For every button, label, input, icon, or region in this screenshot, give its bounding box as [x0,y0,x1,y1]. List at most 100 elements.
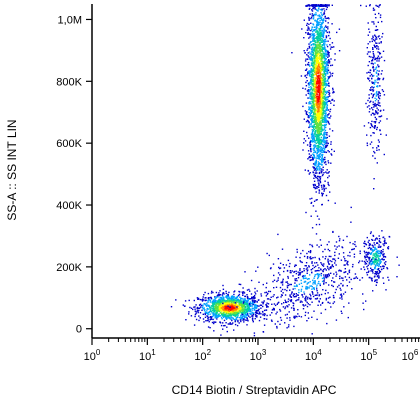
data-point [313,48,315,50]
data-point [264,291,266,294]
data-point [370,141,373,143]
data-point [328,255,330,258]
data-point [223,311,225,314]
data-point [175,299,177,301]
data-point [375,257,377,259]
data-point [378,115,380,118]
data-point [302,277,305,280]
data-point [382,248,384,251]
data-point [319,21,321,23]
data-point [332,258,334,260]
data-point [318,28,320,30]
data-point [320,4,323,6]
data-point [315,159,317,161]
data-point [323,52,325,54]
data-point [329,266,331,269]
data-point [279,262,282,264]
data-point [314,298,317,300]
data-point [216,311,218,314]
data-point [197,297,200,300]
data-point [312,79,314,81]
data-point [307,115,310,117]
data-point [247,298,249,300]
data-point [310,119,312,121]
data-point [222,288,225,290]
data-point [312,163,315,165]
data-point [312,66,314,68]
data-point [226,305,228,307]
data-point [307,317,310,319]
data-point [317,88,319,91]
data-point [313,124,315,126]
data-point [378,92,380,94]
data-point [327,109,330,111]
data-point [379,14,382,16]
data-point [245,316,247,318]
data-point [315,223,318,226]
data-point [373,114,375,116]
data-point [271,320,273,322]
data-point [367,257,370,259]
data-point [325,119,327,121]
data-point [318,104,320,106]
data-point [228,306,230,308]
data-point [242,309,244,311]
data-point [311,132,313,134]
data-point [317,34,319,36]
data-point [372,47,374,49]
data-point [323,143,326,145]
data-point [365,263,368,265]
data-point [215,296,218,298]
data-point [308,106,310,108]
data-point [372,56,374,59]
data-point [236,310,239,313]
data-point [318,88,320,90]
data-point [199,303,202,305]
data-point [236,311,238,314]
data-point [321,107,323,109]
data-point [318,70,321,72]
data-point [228,310,231,313]
data-point [373,263,376,265]
data-point [321,164,323,166]
data-point [219,315,222,317]
data-point [308,43,310,45]
data-point [243,300,245,302]
data-point [315,126,317,128]
data-point [327,199,330,202]
data-point [245,303,248,305]
data-point [358,261,360,264]
data-point [312,59,314,61]
data-point [310,154,312,157]
data-point [319,8,322,11]
data-point [305,277,307,279]
data-point [309,281,311,283]
data-point [273,279,276,281]
data-point [320,121,322,123]
data-point [308,93,310,95]
data-point [310,67,312,70]
data-point [313,57,315,60]
data-point [374,266,376,268]
data-point [182,304,184,306]
data-point [378,104,380,106]
data-point [309,91,311,93]
data-point [317,182,320,184]
data-point [326,53,329,56]
data-point [396,276,398,278]
data-point [317,35,319,38]
data-point [236,300,238,302]
data-point [314,262,316,264]
data-point [312,134,314,136]
data-point [312,257,314,259]
data-point [216,301,218,304]
data-point [324,156,326,159]
data-point [236,308,238,311]
data-point [386,267,388,269]
data-point [311,109,313,112]
data-point [379,16,382,19]
data-point [286,327,288,329]
data-point [373,254,376,256]
data-point [213,311,215,313]
data-point [217,293,219,296]
